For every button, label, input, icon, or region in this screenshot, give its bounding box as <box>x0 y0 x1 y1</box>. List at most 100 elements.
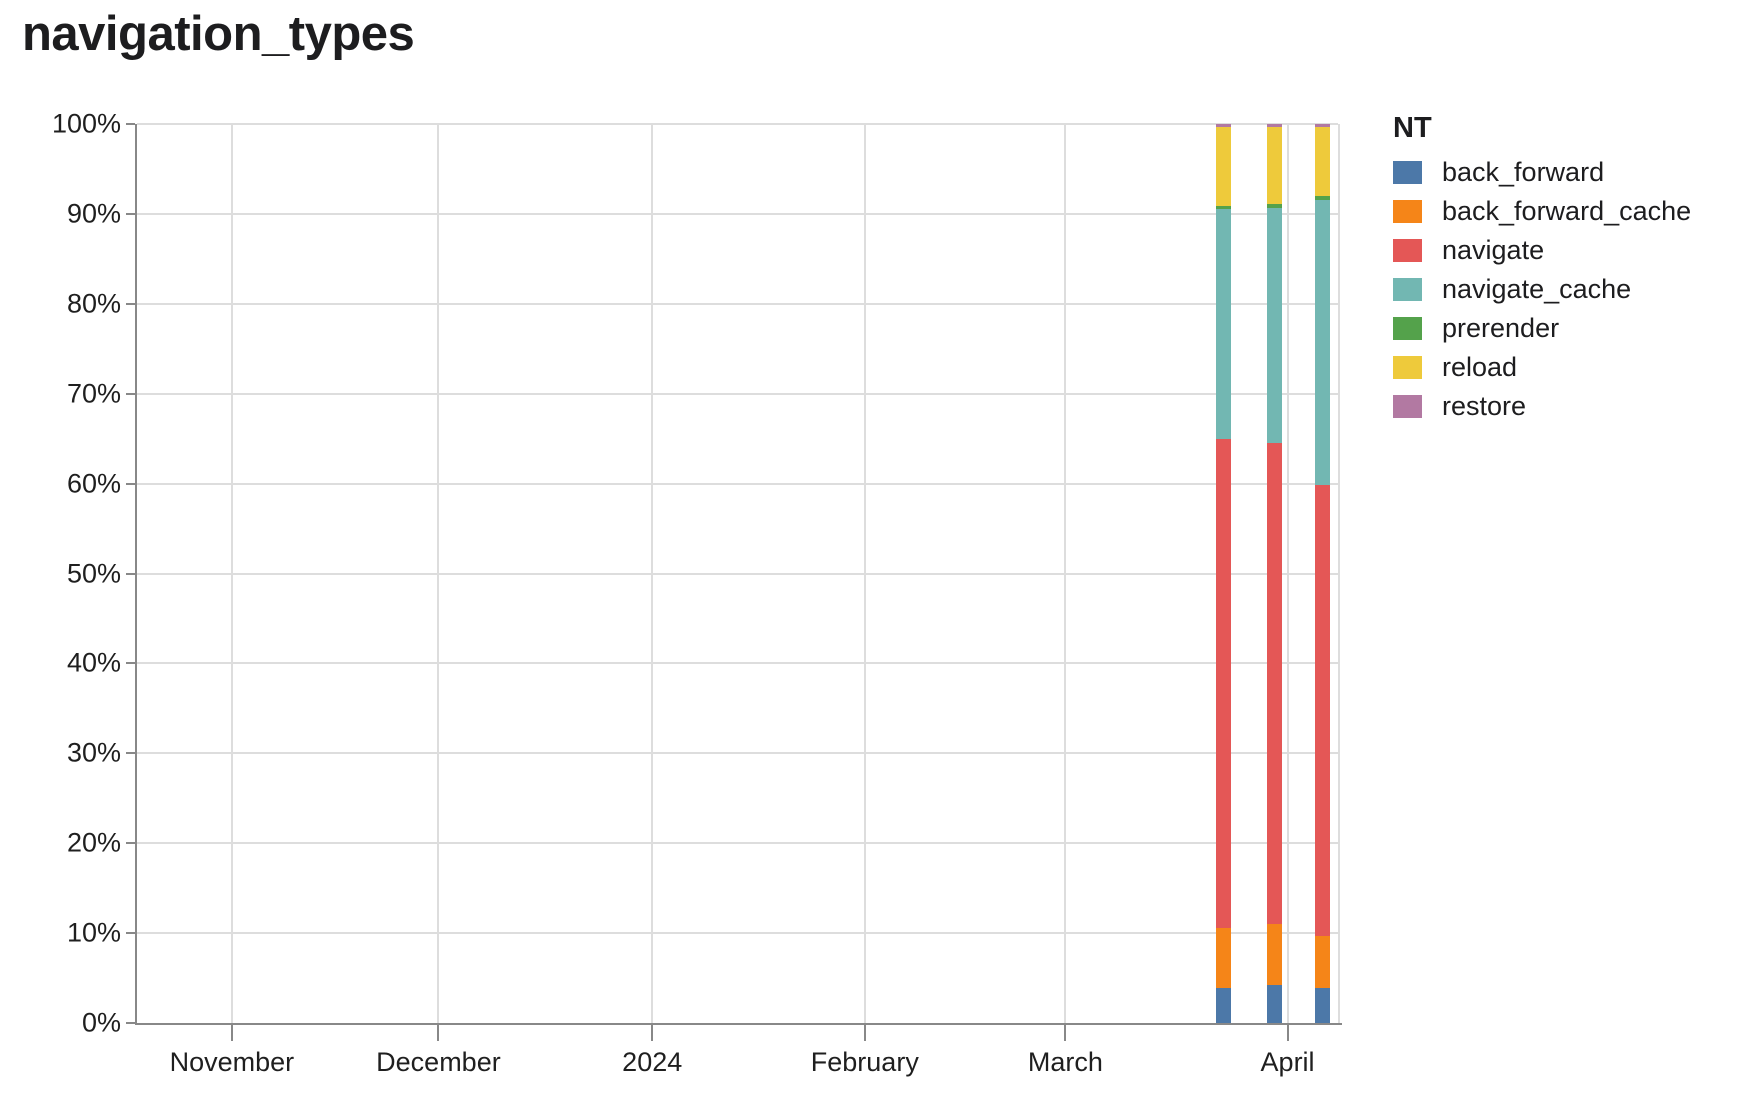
bar-segment-prerender <box>1216 205 1232 210</box>
legend-item-label: navigate <box>1442 235 1545 265</box>
y-tick-mark <box>126 123 135 125</box>
bar-segment-restore <box>1216 124 1232 127</box>
stacked-bar <box>1216 124 1232 1023</box>
bar-segment-navigate_cache <box>1314 200 1330 485</box>
gridline-horizontal <box>137 662 1338 665</box>
bar-segment-navigate_cache <box>1266 207 1282 444</box>
x-axis-label: February <box>810 1047 919 1077</box>
y-tick-mark <box>126 212 135 215</box>
y-tick-mark <box>126 932 135 935</box>
legend-item-label: reload <box>1442 352 1518 382</box>
stacked-bar <box>1314 124 1330 1023</box>
bar-segment-reload <box>1314 126 1330 196</box>
legend-title: NT <box>1393 112 1432 144</box>
legend-swatch-back_forward <box>1393 161 1422 184</box>
x-axis-label: 2024 <box>622 1047 683 1077</box>
legend-swatch-navigate <box>1393 239 1422 262</box>
gridline-horizontal <box>137 932 1338 935</box>
gridline-horizontal <box>137 123 1338 125</box>
gridline-horizontal <box>137 752 1338 755</box>
y-tick-mark <box>126 572 135 575</box>
bar-segment-navigate <box>1266 443 1282 925</box>
bar-segment-back_forward_cache <box>1266 924 1282 986</box>
y-axis-line <box>135 124 137 1023</box>
y-tick-mark <box>126 842 135 845</box>
y-axis-label: 60% <box>66 468 121 499</box>
x-axis-label: December <box>376 1047 501 1077</box>
legend-item-restore: restore <box>1393 391 1691 421</box>
y-axis-label: 0% <box>81 1007 121 1038</box>
bar-segment-prerender <box>1314 195 1330 201</box>
bar-segment-navigate <box>1314 484 1330 936</box>
bar-segment-back_forward <box>1266 985 1282 1023</box>
y-tick-mark <box>126 1022 135 1024</box>
y-tick-mark <box>126 392 135 395</box>
y-tick-mark <box>126 662 135 665</box>
gridline-horizontal <box>137 842 1338 845</box>
gridline-vertical <box>651 124 654 1023</box>
page-title: navigation_types <box>22 7 415 61</box>
legend-item-back_forward: back_forward <box>1393 157 1691 187</box>
legend-item-label: restore <box>1442 391 1527 421</box>
y-axis-label: 30% <box>66 737 121 768</box>
bar-segment-reload <box>1216 126 1232 206</box>
gridline-vertical <box>1286 124 1289 1023</box>
y-tick-mark <box>126 302 135 305</box>
gridline-vertical <box>230 124 233 1023</box>
y-tick-mark <box>126 482 135 485</box>
x-axis-label: March <box>1027 1047 1103 1077</box>
bar-segment-restore <box>1266 124 1282 127</box>
bar-segment-back_forward_cache <box>1216 927 1232 988</box>
y-tick-mark <box>126 752 135 755</box>
gridline-vertical <box>1064 124 1067 1023</box>
y-axis-label: 50% <box>66 558 121 588</box>
bar-segment-reload <box>1266 126 1282 205</box>
legend-item-label: navigate_cache <box>1442 274 1632 304</box>
gridline-vertical <box>437 124 440 1023</box>
legend-item-back_forward_cache: back_forward_cache <box>1393 196 1691 226</box>
legend-item-label: back_forward <box>1442 157 1605 187</box>
legend-item-reload: reload <box>1393 352 1691 382</box>
bar-segment-navigate_cache <box>1216 209 1232 439</box>
y-axis-label: 100% <box>51 108 121 139</box>
bar-segment-back_forward <box>1314 987 1330 1023</box>
y-axis-label: 40% <box>66 647 121 678</box>
y-axis-label: 90% <box>66 198 121 229</box>
x-axis-label: April <box>1260 1047 1315 1077</box>
legend-item-navigate_cache: navigate_cache <box>1393 274 1691 304</box>
bar-segment-prerender <box>1266 204 1282 208</box>
bar-segment-restore <box>1314 124 1330 127</box>
legend-swatch-prerender <box>1393 317 1422 340</box>
legend-item-label: back_forward_cache <box>1442 196 1692 226</box>
gridline-horizontal <box>137 302 1338 305</box>
legend-item-navigate: navigate <box>1393 235 1691 265</box>
x-tick-mark <box>230 1023 233 1041</box>
gridline-horizontal <box>137 212 1338 215</box>
legend-item-label: prerender <box>1442 313 1560 343</box>
y-axis-label: 10% <box>66 917 121 948</box>
legend-swatch-restore <box>1393 395 1422 418</box>
x-tick-mark <box>651 1023 654 1041</box>
gridline-horizontal <box>137 482 1338 485</box>
y-axis-label: 80% <box>66 288 121 319</box>
y-axis-label: 70% <box>66 378 121 409</box>
x-axis-line <box>135 1023 1342 1025</box>
x-tick-mark <box>437 1023 440 1041</box>
x-tick-mark <box>863 1023 866 1041</box>
x-tick-mark <box>1286 1023 1289 1041</box>
stacked-bar <box>1266 124 1282 1023</box>
legend-swatch-back_forward_cache <box>1393 200 1422 223</box>
x-axis-label: November <box>169 1047 295 1077</box>
y-axis-label: 20% <box>66 827 121 858</box>
bar-segment-back_forward <box>1216 987 1232 1023</box>
gridline-horizontal <box>137 392 1338 395</box>
plot-area: 0% 10% 20% 30% 40% 50% 60% 70% 80% 90% 100% Novembe… <box>52 109 1342 1077</box>
x-tick-mark <box>1064 1023 1067 1041</box>
legend-swatch-reload <box>1393 356 1422 379</box>
gridline-horizontal <box>137 572 1338 575</box>
bar-segment-back_forward_cache <box>1314 935 1330 988</box>
legend-swatch-navigate_cache <box>1393 278 1422 301</box>
bar-segment-navigate <box>1216 438 1232 928</box>
